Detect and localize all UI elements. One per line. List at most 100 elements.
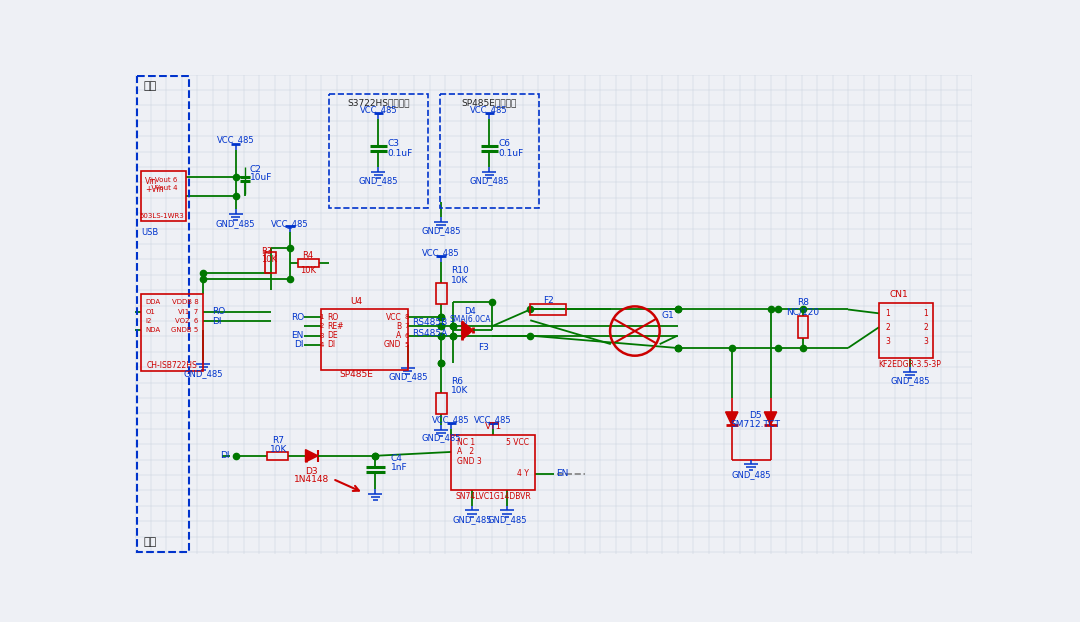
Bar: [298, 259, 320, 267]
Bar: [141, 171, 186, 221]
Text: B: B: [396, 322, 402, 331]
Text: USB: USB: [141, 228, 159, 237]
Polygon shape: [765, 412, 777, 425]
Text: SP485E: SP485E: [339, 371, 373, 379]
Text: 5: 5: [405, 342, 409, 348]
Text: SMAJ6.0CA: SMAJ6.0CA: [449, 315, 490, 324]
Text: GND_485: GND_485: [487, 515, 527, 524]
Text: GND_485: GND_485: [421, 226, 461, 234]
Text: D5: D5: [748, 411, 761, 420]
Text: R7: R7: [272, 436, 284, 445]
Text: 4: 4: [320, 342, 324, 348]
Bar: [440, 94, 539, 208]
Text: R4: R4: [302, 251, 313, 260]
Text: 0.1uF: 0.1uF: [388, 149, 413, 158]
Text: EN: EN: [556, 469, 569, 478]
Text: VDDB 8: VDDB 8: [172, 299, 199, 305]
Text: DI: DI: [213, 317, 222, 325]
Text: 4 Y: 4 Y: [517, 469, 529, 478]
Text: DI: DI: [327, 340, 335, 350]
Text: VCC_485: VCC_485: [422, 248, 460, 257]
Text: SP485E退耦电容: SP485E退耦电容: [461, 98, 517, 107]
Text: NC/120: NC/120: [786, 307, 820, 317]
Text: RO: RO: [213, 307, 226, 317]
Text: 0.1uF: 0.1uF: [499, 149, 524, 158]
Text: R10: R10: [451, 266, 469, 276]
Text: VT1: VT1: [485, 422, 502, 431]
Bar: [321, 310, 408, 369]
Text: GND 3: GND 3: [458, 457, 482, 466]
Text: +Vout 6: +Vout 6: [149, 177, 177, 183]
Text: -Vout 4: -Vout 4: [153, 185, 177, 191]
Text: 3: 3: [320, 333, 324, 338]
Bar: [879, 302, 933, 358]
Text: RS485B: RS485B: [413, 318, 448, 327]
Text: R3: R3: [261, 247, 272, 256]
Text: DI: DI: [220, 452, 230, 460]
Text: VCC_485: VCC_485: [217, 135, 255, 144]
Text: G1: G1: [662, 311, 675, 320]
Text: R6: R6: [451, 376, 463, 386]
Text: 8: 8: [405, 314, 409, 320]
Bar: [136, 76, 189, 552]
Text: GND: GND: [384, 340, 402, 350]
Polygon shape: [726, 412, 738, 425]
Text: O1: O1: [146, 309, 156, 315]
Bar: [798, 317, 809, 338]
Text: U4: U4: [350, 297, 362, 306]
Text: S3722HS退耦电容: S3722HS退耦电容: [347, 98, 409, 107]
Text: KF2EDGR-3.5-3P: KF2EDGR-3.5-3P: [878, 360, 942, 369]
Text: 10K: 10K: [261, 255, 278, 264]
Text: RE#: RE#: [327, 322, 343, 331]
Text: 2: 2: [886, 323, 890, 332]
Text: A: A: [396, 331, 402, 340]
Text: DDA: DDA: [146, 299, 161, 305]
Text: 3: 3: [886, 337, 890, 346]
Text: GND_485: GND_485: [388, 372, 428, 381]
Bar: [266, 252, 276, 273]
Text: GND_485: GND_485: [731, 470, 771, 480]
Text: C3: C3: [388, 139, 400, 149]
Text: 3: 3: [923, 337, 928, 346]
Text: GND_485: GND_485: [216, 219, 256, 228]
Text: 10K: 10K: [451, 276, 469, 285]
Text: 1: 1: [320, 314, 324, 320]
Text: R8: R8: [797, 298, 809, 307]
Text: VCC_485: VCC_485: [474, 415, 512, 424]
Text: GND_485: GND_485: [890, 376, 930, 386]
Text: 隔离: 隔离: [144, 537, 157, 547]
Bar: [435, 282, 446, 304]
Text: F3: F3: [478, 343, 489, 353]
Text: CN1: CN1: [889, 290, 908, 299]
Text: GNDB 5: GNDB 5: [172, 327, 199, 333]
Text: RO: RO: [327, 313, 338, 322]
Text: RS485A: RS485A: [413, 329, 448, 338]
Bar: [451, 435, 535, 490]
Text: 10K: 10K: [451, 386, 469, 395]
Bar: [267, 452, 288, 460]
Text: NDA: NDA: [146, 327, 161, 333]
Text: 隔离: 隔离: [144, 81, 157, 91]
Bar: [435, 392, 446, 414]
Text: 5 VCC: 5 VCC: [505, 439, 529, 447]
Text: EN: EN: [292, 331, 303, 340]
Text: +Vin: +Vin: [145, 185, 164, 193]
Polygon shape: [306, 450, 318, 462]
Text: C2: C2: [249, 165, 261, 174]
Text: C6: C6: [499, 139, 511, 149]
Text: SN74LVC1G14DBVR: SN74LVC1G14DBVR: [455, 492, 531, 501]
Text: GND_485: GND_485: [421, 434, 461, 443]
Text: 1nF: 1nF: [391, 463, 407, 472]
Text: A   2: A 2: [458, 447, 474, 457]
Text: CH-ISB722HS: CH-ISB722HS: [147, 361, 198, 370]
Text: DE: DE: [327, 331, 338, 340]
Text: VCC_485: VCC_485: [360, 106, 397, 114]
Text: GND_485: GND_485: [359, 177, 399, 185]
Text: RO: RO: [291, 313, 303, 322]
Bar: [141, 294, 203, 371]
Text: VI1  7: VI1 7: [178, 309, 199, 315]
Bar: [328, 94, 428, 208]
Text: VO2  6: VO2 6: [175, 318, 199, 324]
Text: GND_485: GND_485: [184, 369, 222, 378]
Text: C4: C4: [391, 453, 403, 463]
